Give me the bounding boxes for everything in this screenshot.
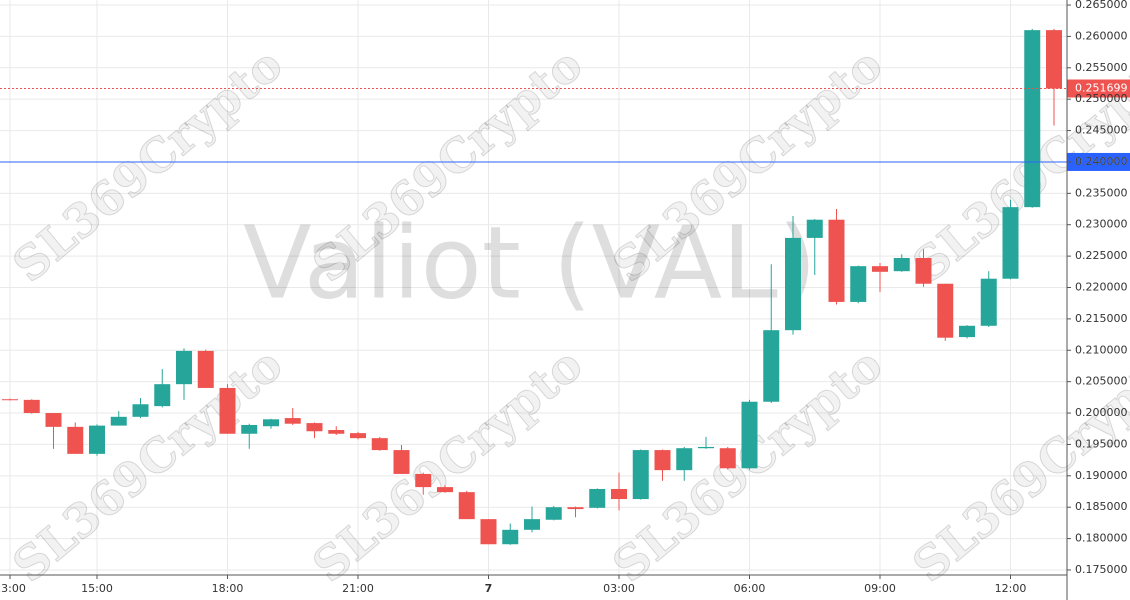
x-tick-label: 12:00 (995, 582, 1027, 595)
candle-body (437, 487, 453, 493)
candle-body (2, 399, 18, 401)
y-tick-label: 0.255000 (1075, 61, 1128, 74)
candle-body (1046, 30, 1062, 89)
candle-body (719, 448, 736, 469)
candle-body (458, 492, 475, 520)
candle-body (524, 519, 540, 530)
y-tick-label: 0.190000 (1075, 469, 1128, 482)
y-tick-label: 0.230000 (1075, 218, 1128, 231)
candle-body (959, 325, 975, 338)
candle-body (741, 401, 758, 469)
candle-body (872, 266, 888, 272)
candle-body (632, 450, 649, 500)
y-tick-label: 0.265000 (1075, 0, 1128, 11)
candle-body (589, 489, 606, 508)
horizontal-line-tag (1067, 152, 1130, 171)
y-tick-label: 0.240000 (1075, 155, 1128, 168)
candle-body (328, 429, 345, 434)
x-tick-label: 06:00 (734, 582, 766, 595)
candle-body (850, 266, 867, 302)
x-tick-label: 03:00 (603, 582, 635, 595)
candle-body (937, 283, 954, 338)
candle-body (284, 418, 301, 424)
y-tick-label: 0.195000 (1075, 437, 1128, 450)
y-tick-label: 0.200000 (1075, 406, 1128, 419)
candle-body (785, 237, 801, 331)
x-tick-label: 09:00 (864, 582, 896, 595)
candle-body (23, 399, 40, 414)
candle-body (480, 519, 497, 545)
candle-body (567, 507, 584, 510)
candle-body (132, 404, 149, 417)
grid (0, 0, 1067, 575)
candle-body (67, 426, 84, 454)
candle-body (676, 448, 693, 471)
candles (2, 28, 1062, 545)
candle-body (306, 423, 323, 432)
candle-body (893, 257, 910, 272)
candle-body (263, 419, 279, 427)
y-tick-label: 0.210000 (1075, 343, 1128, 356)
candle-body (763, 330, 780, 402)
horizontal-line-label: 0.240000 (1075, 155, 1128, 168)
y-tick-label: 0.245000 (1075, 124, 1128, 137)
candle-body (45, 413, 62, 427)
y-tick-label: 0.225000 (1075, 249, 1128, 262)
x-tick-label: 18:00 (212, 582, 244, 595)
candle-body (110, 416, 127, 426)
candle-body (698, 446, 714, 449)
y-tick-label: 0.220000 (1075, 281, 1128, 294)
x-tick-label: 21:00 (342, 582, 374, 595)
candle-body (154, 384, 171, 407)
candle-body (611, 489, 627, 500)
candle-body (197, 350, 214, 388)
y-tick-label: 0.215000 (1075, 312, 1128, 325)
candle-body (1024, 30, 1041, 208)
candle-body (241, 424, 258, 434)
x-tick-label: 13:00 (0, 582, 26, 595)
candle-body (654, 450, 671, 471)
y-tick-label: 0.185000 (1075, 500, 1128, 513)
y-tick-label: 0.250000 (1075, 92, 1128, 105)
x-tick-label: 7 (485, 582, 493, 595)
candle-body (219, 387, 236, 434)
candle-body (176, 350, 192, 385)
y-tick-label: 0.175000 (1075, 563, 1128, 576)
candle-body (393, 450, 410, 474)
y-tick-label: 0.235000 (1075, 186, 1128, 199)
candle-body (545, 507, 562, 520)
overlay: 0.240000 0.251699 (0, 79, 1130, 171)
candle-body (415, 473, 432, 488)
last-price-label: 0.251699 (1075, 82, 1128, 95)
asset-watermark: Valiot (VAL) (243, 204, 817, 321)
last-price-tag (1067, 79, 1130, 98)
y-tick-label: 0.205000 (1075, 375, 1128, 388)
candle-body (350, 433, 366, 439)
candle-body (828, 219, 845, 302)
y-tick-label: 0.260000 (1075, 29, 1128, 42)
candle-body (502, 529, 519, 545)
candle-body (980, 278, 997, 326)
candle-body (1002, 207, 1019, 279)
candle-body (915, 257, 932, 284)
candle-body (89, 425, 105, 454)
candle-body (371, 438, 388, 451)
x-tick-label: 15:00 (81, 582, 113, 595)
y-tick-label: 0.180000 (1075, 532, 1128, 545)
candle-body (806, 219, 823, 238)
